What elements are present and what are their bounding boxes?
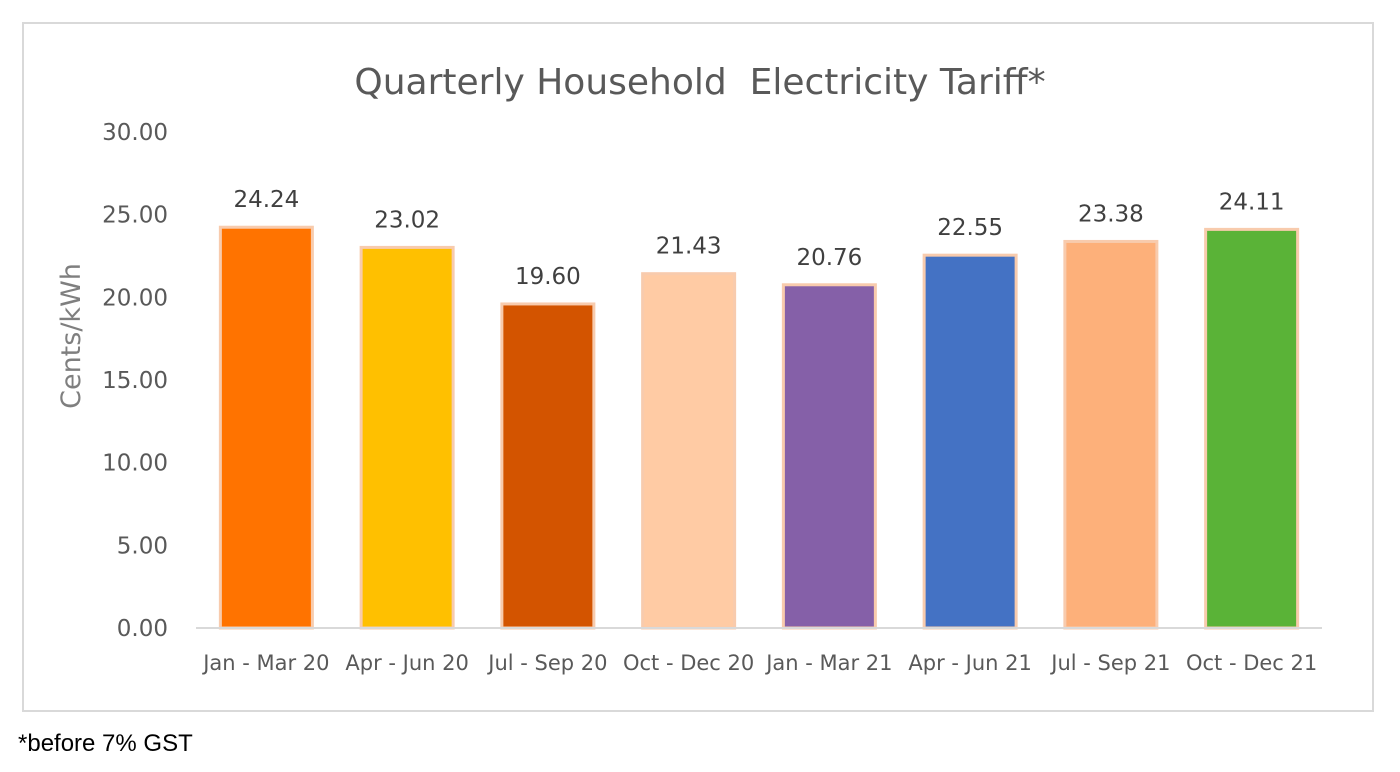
y-tick-label: 10.00 (102, 451, 168, 477)
data-label: 24.11 (1219, 189, 1285, 215)
x-tick-label: Apr - Jun 20 (345, 651, 468, 675)
data-label: 23.02 (374, 207, 440, 233)
x-tick-label: Jan - Mar 20 (201, 651, 329, 675)
data-label: 24.24 (233, 187, 299, 213)
chart-title: Quarterly Household Electricity Tariff* (354, 62, 1045, 103)
bar (922, 253, 1018, 630)
bar (1204, 227, 1300, 630)
y-tick-label: 20.00 (102, 285, 168, 311)
x-tick-label: Apr - Jun 21 (908, 651, 1031, 675)
bar (641, 272, 737, 630)
y-tick-label: 15.00 (102, 368, 168, 394)
y-tick-label: 30.00 (102, 120, 168, 146)
footnote: *before 7% GST (18, 730, 193, 757)
chart-frame: Quarterly Household Electricity Tariff* … (22, 22, 1374, 712)
bar (500, 302, 596, 630)
x-tick-label: Jan - Mar 21 (764, 651, 892, 675)
y-tick-label: 5.00 (117, 533, 168, 559)
x-tick-label: Oct - Dec 21 (1186, 651, 1317, 675)
bar (781, 283, 877, 630)
data-label: 23.38 (1078, 201, 1144, 227)
bar (359, 245, 455, 630)
data-label: 22.55 (937, 215, 1003, 241)
y-tick-label: 25.00 (102, 203, 168, 229)
bar-chart: Quarterly Household Electricity Tariff* … (56, 62, 1322, 675)
y-axis-label: Cents/kWh (56, 263, 87, 409)
bar (218, 225, 314, 630)
data-label: 21.43 (656, 234, 722, 260)
data-label: 19.60 (515, 264, 581, 290)
x-tick-label: Jul - Sep 20 (486, 651, 607, 675)
data-label: 20.76 (796, 245, 862, 271)
x-tick-label: Oct - Dec 20 (623, 651, 754, 675)
x-tick-label: Jul - Sep 21 (1049, 651, 1170, 675)
bar (1063, 239, 1159, 630)
y-tick-label: 0.00 (117, 616, 168, 642)
